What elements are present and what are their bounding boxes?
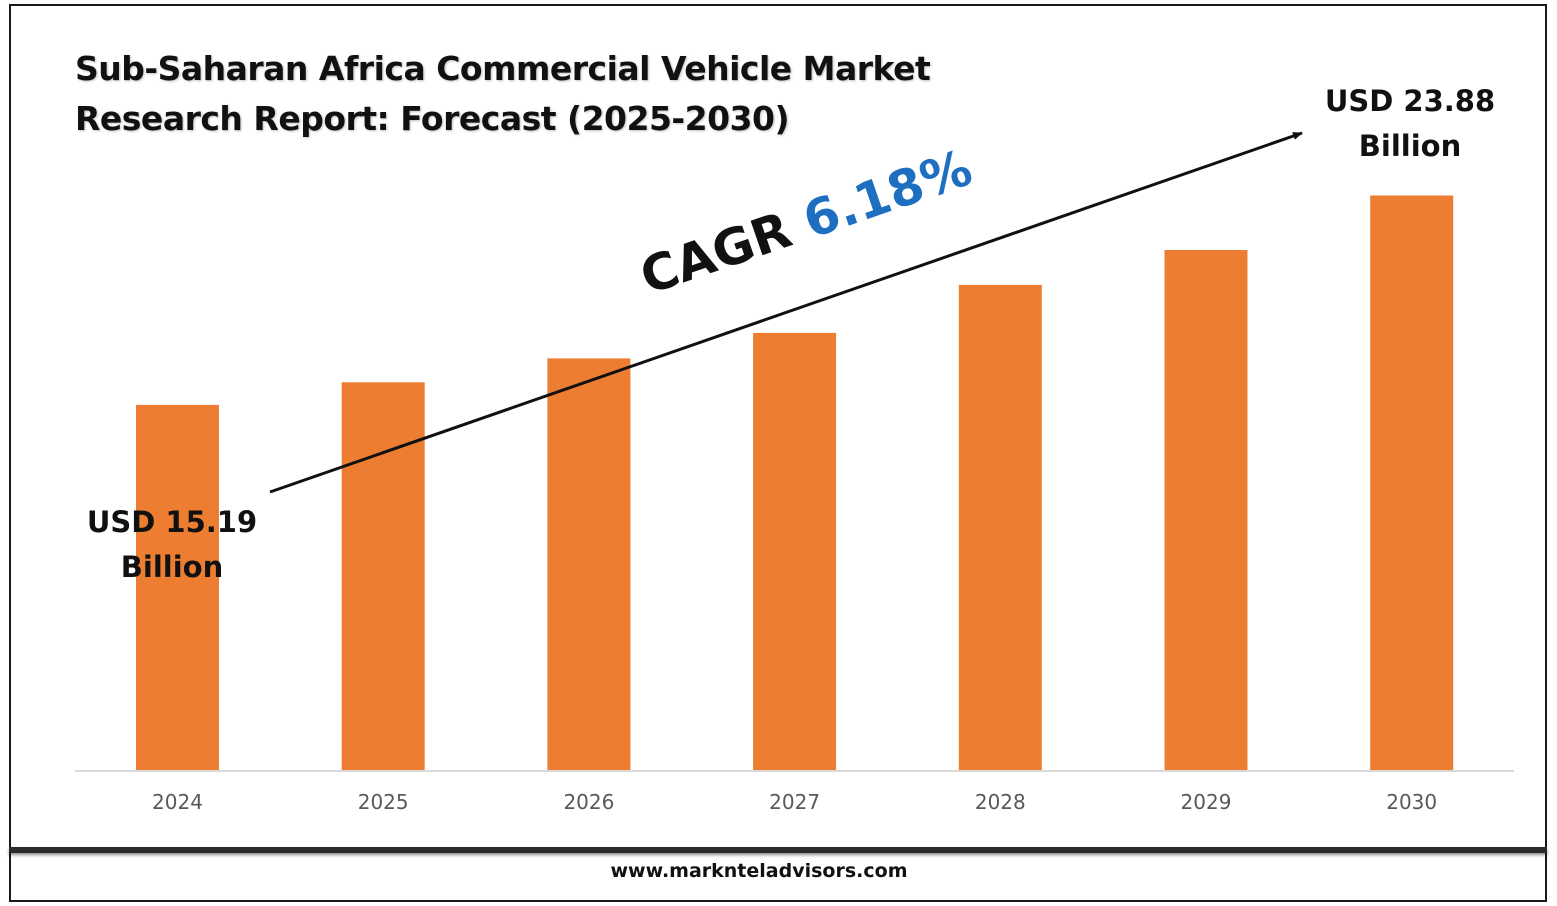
start-value-unit: Billion (120, 550, 224, 584)
cagr-trend-arrow (269, 131, 1303, 494)
chart-title-line-2: Research Report: Forecast (2025-2030) (75, 99, 790, 138)
end-value-amount: USD 23.88 (1324, 84, 1496, 118)
bar-2027 (753, 332, 837, 771)
x-tick-label-2026: 2026 (563, 790, 614, 814)
footer-website-url: www.marknteladvisors.com (610, 860, 908, 882)
x-tick-label-2024: 2024 (152, 790, 203, 814)
x-tick-label-2030: 2030 (1386, 790, 1437, 814)
end-value-callout: USD 23.88 Billion (1318, 79, 1502, 169)
chart-title: Sub-Saharan Africa Commercial Vehicle Ma… (75, 44, 931, 144)
bars-group (136, 195, 1454, 771)
bar-2028 (958, 284, 1042, 771)
x-axis-ticks: 2024 2025 2026 2027 2028 2029 2030 (152, 790, 1437, 814)
x-tick-label-2027: 2027 (769, 790, 820, 814)
footer-divider (9, 847, 1547, 853)
bar-2025 (341, 382, 425, 771)
bar-2030 (1370, 195, 1454, 771)
start-value-callout: USD 15.19 Billion (82, 500, 262, 590)
x-tick-label-2025: 2025 (358, 790, 409, 814)
bar-2024 (136, 404, 219, 771)
x-tick-label-2028: 2028 (975, 790, 1026, 814)
chart-title-line-1: Sub-Saharan Africa Commercial Vehicle Ma… (75, 49, 931, 88)
bar-2029 (1164, 250, 1248, 771)
x-tick-label-2029: 2029 (1181, 790, 1232, 814)
start-value-amount: USD 15.19 (86, 505, 258, 539)
end-value-unit: Billion (1358, 129, 1462, 163)
bar-2026 (547, 358, 631, 771)
